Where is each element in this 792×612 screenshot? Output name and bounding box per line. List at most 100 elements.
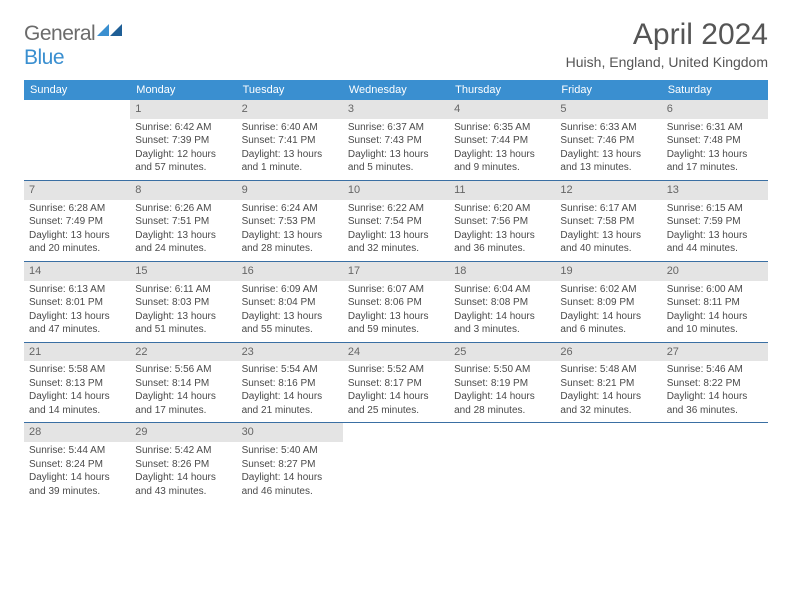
day-cell: 6Sunrise: 6:31 AMSunset: 7:48 PMDaylight…: [662, 100, 768, 180]
day-number-empty: [662, 423, 768, 442]
day-body: Sunrise: 6:42 AMSunset: 7:39 PMDaylight:…: [130, 119, 236, 180]
day-number: 13: [662, 181, 768, 200]
day-day2: and 17 minutes.: [667, 161, 763, 175]
day-day2: and 20 minutes.: [29, 242, 125, 256]
day-day1: Daylight: 13 hours: [348, 229, 444, 243]
day-body: Sunrise: 6:09 AMSunset: 8:04 PMDaylight:…: [237, 281, 343, 342]
day-day2: and 36 minutes.: [667, 404, 763, 418]
day-day2: and 57 minutes.: [135, 161, 231, 175]
day-sunrise: Sunrise: 6:07 AM: [348, 283, 444, 297]
day-day1: Daylight: 13 hours: [454, 229, 550, 243]
day-day1: Daylight: 13 hours: [560, 229, 656, 243]
day-day1: Daylight: 14 hours: [454, 310, 550, 324]
day-cell: 17Sunrise: 6:07 AMSunset: 8:06 PMDayligh…: [343, 262, 449, 342]
day-cell: 25Sunrise: 5:50 AMSunset: 8:19 PMDayligh…: [449, 343, 555, 423]
day-number: 22: [130, 343, 236, 362]
day-number: 14: [24, 262, 130, 281]
day-sunrise: Sunrise: 6:15 AM: [667, 202, 763, 216]
day-body: Sunrise: 5:52 AMSunset: 8:17 PMDaylight:…: [343, 361, 449, 422]
day-number: 1: [130, 100, 236, 119]
day-number-empty: [343, 423, 449, 442]
day-body: Sunrise: 6:40 AMSunset: 7:41 PMDaylight:…: [237, 119, 343, 180]
day-day2: and 5 minutes.: [348, 161, 444, 175]
day-sunrise: Sunrise: 6:02 AM: [560, 283, 656, 297]
day-cell: 11Sunrise: 6:20 AMSunset: 7:56 PMDayligh…: [449, 181, 555, 261]
day-body: Sunrise: 6:22 AMSunset: 7:54 PMDaylight:…: [343, 200, 449, 261]
day-sunrise: Sunrise: 6:13 AM: [29, 283, 125, 297]
day-sunset: Sunset: 8:24 PM: [29, 458, 125, 472]
day-body: Sunrise: 6:07 AMSunset: 8:06 PMDaylight:…: [343, 281, 449, 342]
day-body: Sunrise: 6:24 AMSunset: 7:53 PMDaylight:…: [237, 200, 343, 261]
header-right: April 2024 Huish, England, United Kingdo…: [566, 18, 768, 70]
header-row: GeneralBlue April 2024 Huish, England, U…: [24, 18, 768, 70]
day-sunset: Sunset: 7:48 PM: [667, 134, 763, 148]
week-row: 14Sunrise: 6:13 AMSunset: 8:01 PMDayligh…: [24, 262, 768, 343]
day-number: 5: [555, 100, 661, 119]
day-body: Sunrise: 5:46 AMSunset: 8:22 PMDaylight:…: [662, 361, 768, 422]
day-day2: and 9 minutes.: [454, 161, 550, 175]
day-cell: [555, 423, 661, 503]
day-number-empty: [449, 423, 555, 442]
day-day2: and 1 minute.: [242, 161, 338, 175]
day-sunset: Sunset: 7:46 PM: [560, 134, 656, 148]
day-sunset: Sunset: 7:49 PM: [29, 215, 125, 229]
day-body: Sunrise: 5:42 AMSunset: 8:26 PMDaylight:…: [130, 442, 236, 503]
day-day2: and 13 minutes.: [560, 161, 656, 175]
day-day2: and 17 minutes.: [135, 404, 231, 418]
day-body: Sunrise: 5:50 AMSunset: 8:19 PMDaylight:…: [449, 361, 555, 422]
day-sunrise: Sunrise: 6:11 AM: [135, 283, 231, 297]
day-day1: Daylight: 14 hours: [242, 471, 338, 485]
day-cell: 2Sunrise: 6:40 AMSunset: 7:41 PMDaylight…: [237, 100, 343, 180]
day-cell: [449, 423, 555, 503]
day-sunset: Sunset: 8:16 PM: [242, 377, 338, 391]
day-cell: 30Sunrise: 5:40 AMSunset: 8:27 PMDayligh…: [237, 423, 343, 503]
day-number: 18: [449, 262, 555, 281]
day-day2: and 44 minutes.: [667, 242, 763, 256]
day-cell: [24, 100, 130, 180]
day-number-empty: [24, 100, 130, 119]
day-day1: Daylight: 14 hours: [29, 471, 125, 485]
day-cell: [343, 423, 449, 503]
day-day2: and 3 minutes.: [454, 323, 550, 337]
day-day1: Daylight: 14 hours: [348, 390, 444, 404]
dow-wednesday: Wednesday: [343, 80, 449, 100]
location-label: Huish, England, United Kingdom: [566, 54, 768, 70]
day-sunrise: Sunrise: 6:26 AM: [135, 202, 231, 216]
day-day1: Daylight: 13 hours: [667, 229, 763, 243]
day-day2: and 24 minutes.: [135, 242, 231, 256]
day-sunset: Sunset: 8:08 PM: [454, 296, 550, 310]
day-sunrise: Sunrise: 5:58 AM: [29, 363, 125, 377]
day-day1: Daylight: 13 hours: [242, 229, 338, 243]
day-sunset: Sunset: 7:41 PM: [242, 134, 338, 148]
day-cell: 7Sunrise: 6:28 AMSunset: 7:49 PMDaylight…: [24, 181, 130, 261]
day-sunrise: Sunrise: 6:04 AM: [454, 283, 550, 297]
day-body: Sunrise: 6:02 AMSunset: 8:09 PMDaylight:…: [555, 281, 661, 342]
day-cell: 4Sunrise: 6:35 AMSunset: 7:44 PMDaylight…: [449, 100, 555, 180]
day-cell: 15Sunrise: 6:11 AMSunset: 8:03 PMDayligh…: [130, 262, 236, 342]
day-sunset: Sunset: 7:58 PM: [560, 215, 656, 229]
day-day1: Daylight: 13 hours: [29, 310, 125, 324]
day-cell: 8Sunrise: 6:26 AMSunset: 7:51 PMDaylight…: [130, 181, 236, 261]
day-day1: Daylight: 13 hours: [667, 148, 763, 162]
day-day1: Daylight: 13 hours: [135, 310, 231, 324]
day-number: 26: [555, 343, 661, 362]
day-day2: and 6 minutes.: [560, 323, 656, 337]
day-number: 20: [662, 262, 768, 281]
day-day1: Daylight: 13 hours: [454, 148, 550, 162]
day-sunset: Sunset: 8:14 PM: [135, 377, 231, 391]
day-sunset: Sunset: 8:21 PM: [560, 377, 656, 391]
day-cell: 24Sunrise: 5:52 AMSunset: 8:17 PMDayligh…: [343, 343, 449, 423]
week-row: 28Sunrise: 5:44 AMSunset: 8:24 PMDayligh…: [24, 423, 768, 503]
day-number: 27: [662, 343, 768, 362]
day-body: Sunrise: 6:11 AMSunset: 8:03 PMDaylight:…: [130, 281, 236, 342]
day-day1: Daylight: 12 hours: [135, 148, 231, 162]
day-day1: Daylight: 14 hours: [135, 471, 231, 485]
day-sunset: Sunset: 7:59 PM: [667, 215, 763, 229]
day-day1: Daylight: 13 hours: [242, 148, 338, 162]
day-day1: Daylight: 14 hours: [667, 390, 763, 404]
month-title: April 2024: [566, 18, 768, 52]
dow-thursday: Thursday: [449, 80, 555, 100]
day-day2: and 28 minutes.: [454, 404, 550, 418]
day-sunset: Sunset: 8:19 PM: [454, 377, 550, 391]
day-sunset: Sunset: 8:01 PM: [29, 296, 125, 310]
